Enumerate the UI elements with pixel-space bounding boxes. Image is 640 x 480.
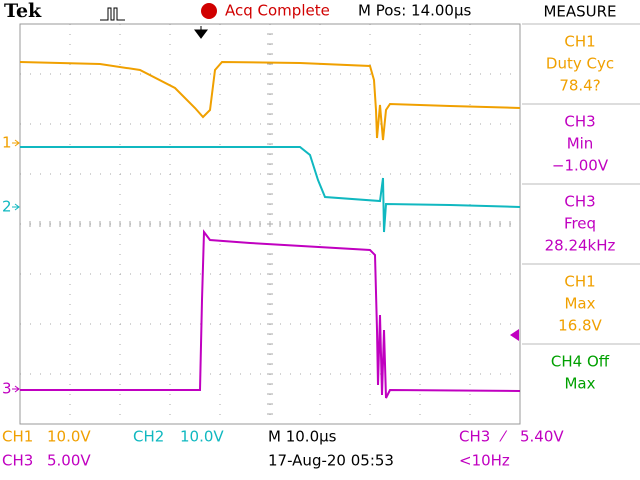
- ch3-scale: 5.00V: [47, 452, 91, 470]
- datetime: 17-Aug-20 05:53: [268, 452, 394, 470]
- ch1-marker: 1: [2, 134, 12, 152]
- timebase: M 10.0µs: [268, 428, 337, 446]
- trigger-source: CH3: [459, 428, 490, 446]
- measure-value: 16.8V: [558, 317, 602, 335]
- ch2-arrow: [12, 203, 20, 211]
- trigger-frequency: <10Hz: [459, 452, 510, 470]
- trigger-level: [510, 329, 519, 341]
- acq-status: Acq Complete: [225, 2, 330, 20]
- measure-title: MEASURE: [543, 3, 616, 21]
- measure-panel: CH1 Duty Cyc 78.4? CH3 Min −1.00V CH3 Freq 28.24…: [522, 23, 640, 393]
- ch2-scale: 10.0V: [180, 428, 224, 446]
- ch1-arrow: [12, 139, 20, 147]
- ch2-name: CH2: [133, 428, 164, 446]
- measure-label: Duty Cyc: [546, 55, 614, 73]
- measure-value: −1.00V: [552, 157, 609, 175]
- ch2-marker: 2: [2, 198, 12, 216]
- measure-value: 78.4?: [559, 77, 600, 95]
- run-icon: [100, 7, 125, 21]
- ch2-trace: [20, 146, 521, 233]
- measure-source: CH4 Off: [551, 353, 610, 371]
- measure-source: CH1: [564, 273, 595, 291]
- measure-label: Max: [564, 375, 595, 393]
- measure-source: CH3: [564, 113, 595, 131]
- measure-source: CH3: [564, 193, 595, 211]
- ch3-trace: [20, 229, 521, 399]
- trigger-slope: ⁄: [499, 428, 508, 446]
- logo: Tek: [4, 0, 42, 22]
- trigger-level-value: 5.40V: [520, 428, 564, 446]
- ch1-scale: 10.0V: [47, 428, 91, 446]
- measure-label: Min: [567, 135, 594, 153]
- measure-value: 28.24kHz: [545, 237, 616, 255]
- ch1-name: CH1: [2, 428, 33, 446]
- horizontal-position: M Pos: 14.00µs: [358, 2, 472, 20]
- measure-source: CH1: [564, 33, 595, 51]
- ch3-marker: 3: [2, 380, 12, 398]
- measure-label: Max: [564, 295, 595, 313]
- status-dot: [201, 3, 217, 19]
- ch3-name: CH3: [2, 452, 33, 470]
- graticule-frame: [19, 23, 521, 425]
- ch1-trace: [19, 60, 521, 141]
- ch3-arrow: [12, 385, 20, 393]
- trigger-position: [194, 26, 208, 39]
- measure-label: Freq: [564, 215, 596, 233]
- graticule: [19, 23, 521, 425]
